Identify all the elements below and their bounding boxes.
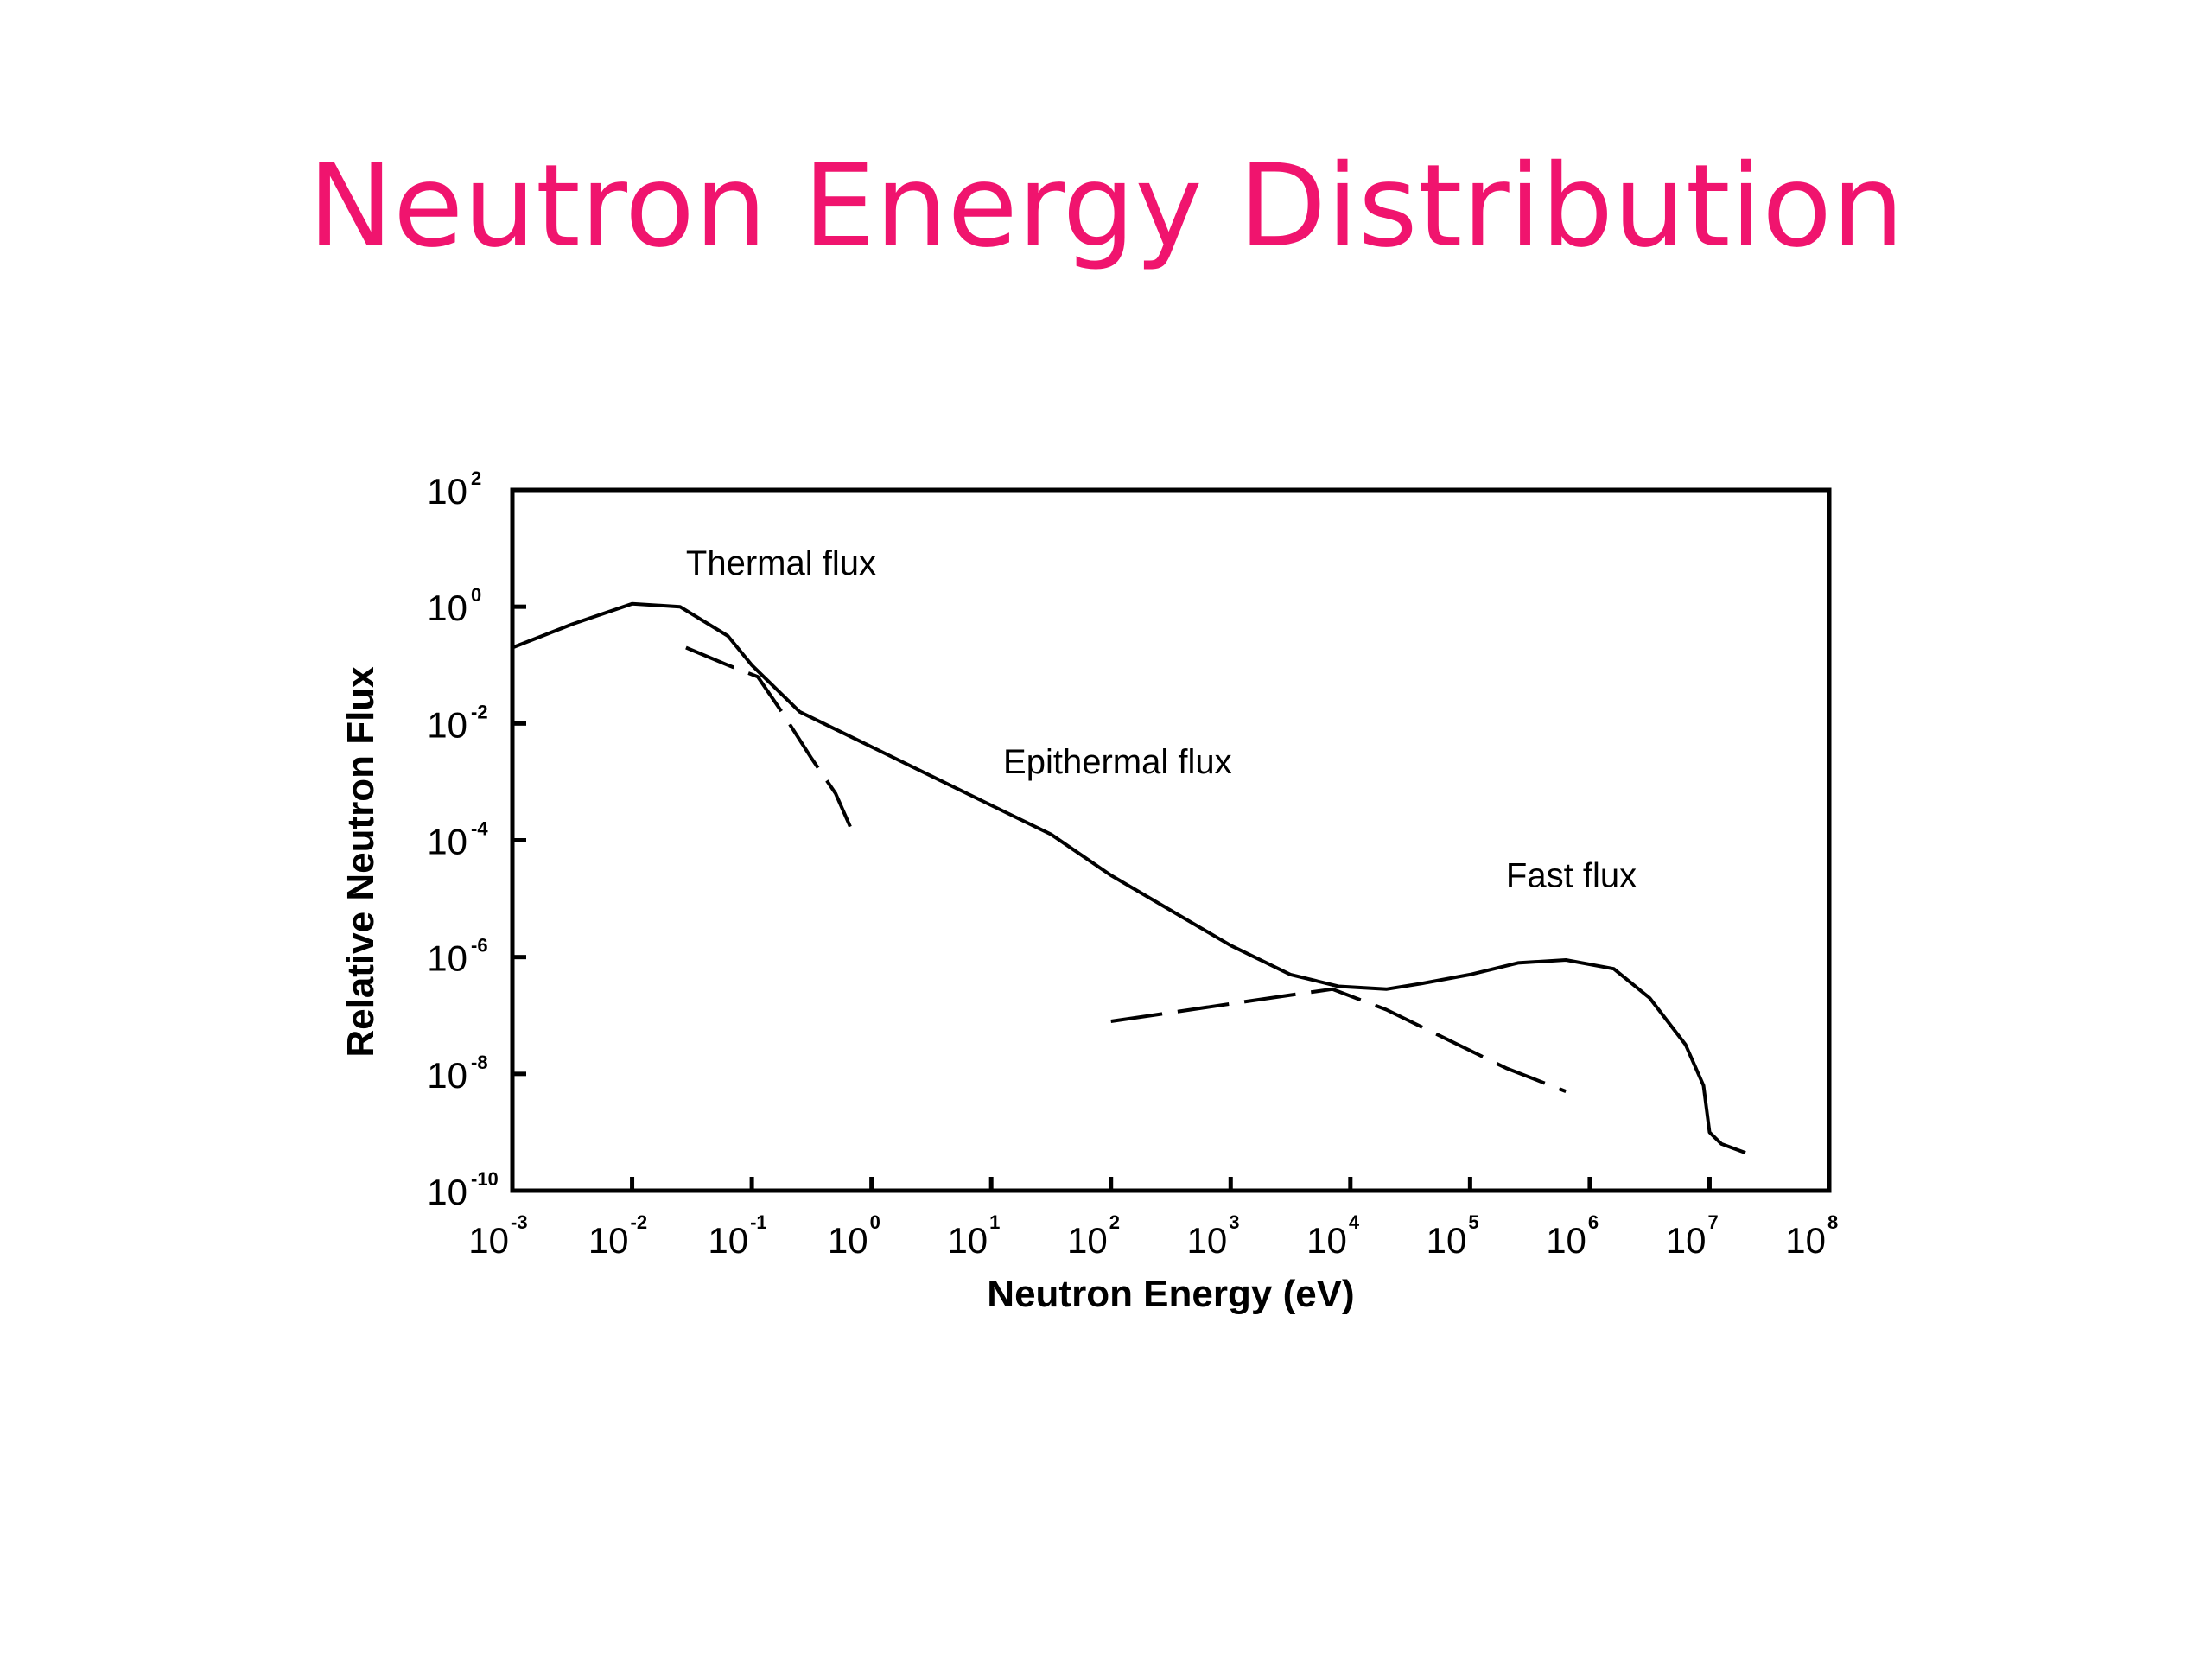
plot-frame (510, 487, 1832, 1193)
x-tick-label: 10 (828, 1220, 868, 1261)
x-tick-exponent: 0 (870, 1211, 880, 1233)
series-line-1 (512, 601, 1746, 1154)
x-tick-label: 10 (1306, 1220, 1347, 1261)
y-tick-exponent: -4 (471, 818, 488, 840)
y-tick-exponent: 2 (471, 467, 481, 489)
y-tick-label: 10 (427, 938, 467, 979)
x-tick-exponent: 4 (1349, 1211, 1360, 1233)
x-tick-label: 10 (588, 1220, 629, 1261)
y-tick-exponent: -8 (471, 1052, 488, 1073)
slide-title: Neutron Energy Distribution (308, 140, 1904, 273)
x-tick-exponent: -3 (511, 1211, 528, 1233)
x-tick-exponent: -2 (631, 1211, 648, 1233)
x-tick-label: 10 (708, 1220, 748, 1261)
series-lines (512, 601, 1746, 1154)
x-tick-label: 10 (1067, 1220, 1108, 1261)
y-tick-label: 10 (427, 1055, 467, 1096)
x-tick-exponent: 7 (1707, 1211, 1718, 1233)
x-axis-title: Neutron Energy (eV) (987, 1273, 1354, 1315)
x-tick-label: 10 (1666, 1220, 1707, 1261)
y-tick-exponent: -10 (471, 1168, 499, 1190)
x-tick-exponent: 3 (1229, 1211, 1239, 1233)
annotation-label: Thermal flux (686, 544, 876, 582)
y-tick-label: 10 (427, 588, 467, 628)
x-tick-exponent: 1 (989, 1211, 1000, 1233)
y-tick-exponent: -6 (471, 935, 488, 957)
y-tick-label: 10 (427, 1172, 467, 1212)
x-tick-label: 10 (1187, 1220, 1228, 1261)
x-tick-exponent: 5 (1468, 1211, 1478, 1233)
y-tick-exponent: -2 (471, 701, 488, 722)
x-tick-label: 10 (1785, 1220, 1826, 1261)
y-tick-exponent: 0 (471, 584, 481, 606)
y-tick-label: 10 (427, 704, 467, 745)
x-tick-label: 10 (947, 1220, 988, 1261)
annotation-label: Epithermal flux (1003, 743, 1232, 781)
series-line-2 (685, 645, 855, 836)
x-tick-exponent: 2 (1109, 1211, 1120, 1233)
y-tick-label: 10 (427, 471, 467, 512)
y-tick-label: 10 (427, 822, 467, 862)
y-axis-title: Relative Neutron Flux (340, 666, 382, 1058)
x-tick-label: 10 (1427, 1220, 1467, 1261)
x-tick-exponent: 6 (1588, 1211, 1599, 1233)
x-tick-exponent: 8 (1827, 1211, 1838, 1233)
annotations: Thermal flux Epithermal flux Fast flux (686, 544, 1637, 895)
x-tick-label: 10 (468, 1220, 509, 1261)
series-line-3 (1110, 987, 1567, 1093)
axis-ticks: 10 -3 10 -2 10 -1 10 0 10 1 10 2 10 3 10 4 10 5 10 6 10 7 10 81… (427, 467, 1838, 1261)
x-tick-label: 10 (1546, 1220, 1586, 1261)
x-tick-exponent: -1 (750, 1211, 767, 1233)
annotation-label: Fast flux (1506, 857, 1637, 895)
